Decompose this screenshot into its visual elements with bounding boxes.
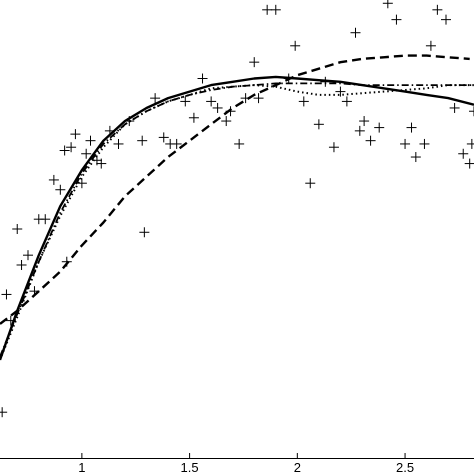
scatter-point xyxy=(48,174,59,185)
scatter-point xyxy=(359,116,370,127)
series-line-solid xyxy=(0,75,474,361)
scatter-point xyxy=(432,4,443,15)
x-axis-ticks: 1 1.5 2 2.5 xyxy=(78,453,414,474)
scatter-point xyxy=(113,138,124,149)
scatter-point xyxy=(221,116,232,127)
scatter-point xyxy=(66,142,77,153)
series-line-dashed xyxy=(0,54,470,325)
series-line-dash-dot xyxy=(0,82,474,357)
scatter-point xyxy=(400,138,411,149)
scatter-point xyxy=(16,259,27,270)
scatter-point xyxy=(341,96,352,107)
scatter-point xyxy=(180,96,191,107)
scatter-point xyxy=(104,125,115,136)
scatter-point xyxy=(410,152,421,163)
scatter-point xyxy=(55,184,66,195)
scatter-point xyxy=(313,119,324,130)
scatter-point xyxy=(298,96,309,107)
scatter-point xyxy=(40,214,51,225)
scatter-point xyxy=(382,0,393,9)
scatter-point xyxy=(137,135,148,146)
scatter-point xyxy=(12,224,23,234)
scatter-point xyxy=(262,4,273,15)
scatter-point xyxy=(29,286,40,297)
scatter-point xyxy=(335,86,346,97)
x-tick-label: 2 xyxy=(294,460,301,474)
scatter-point xyxy=(158,132,169,143)
scatter-point xyxy=(464,158,474,169)
scatter-point xyxy=(225,106,236,117)
scatter-point xyxy=(253,93,264,104)
scatter-point xyxy=(440,14,451,25)
scatter-point xyxy=(0,407,8,418)
scatter-point xyxy=(249,57,260,68)
scatter-point xyxy=(305,178,316,189)
scatter-point xyxy=(150,93,161,104)
scatter-point xyxy=(234,138,245,149)
scatter-point xyxy=(391,14,402,25)
scatter-point xyxy=(328,142,339,153)
scatter-point xyxy=(270,4,281,15)
scatter-point xyxy=(374,122,385,133)
series-lines xyxy=(0,54,474,361)
scatter-point xyxy=(469,106,474,117)
scatter-point xyxy=(188,112,199,123)
scatter-point xyxy=(124,116,135,127)
scatter-point xyxy=(85,135,96,146)
scatter-point xyxy=(425,40,436,51)
scatter-point xyxy=(406,122,417,133)
scatter-point xyxy=(320,76,331,87)
x-tick-label: 1 xyxy=(78,460,85,474)
scatter-point xyxy=(76,178,87,189)
scatter-point xyxy=(197,73,208,84)
scatter-point xyxy=(5,315,16,326)
scatter-point xyxy=(96,158,107,169)
scatter-point xyxy=(81,148,92,159)
x-tick-label: 2.5 xyxy=(396,460,414,474)
scatter-point xyxy=(419,138,430,149)
scatter-point xyxy=(240,93,251,104)
scatter-point xyxy=(23,250,34,261)
scatter-markers xyxy=(0,0,474,418)
scatter-point xyxy=(283,73,294,84)
scatter-point xyxy=(171,138,182,149)
scatter-point xyxy=(354,125,365,136)
scatter-point xyxy=(1,289,12,300)
scatter-point xyxy=(458,148,469,159)
scatter-point xyxy=(350,27,361,38)
scatter-point xyxy=(290,40,301,51)
scatter-point xyxy=(449,102,460,113)
scatter-point xyxy=(59,145,70,156)
scatter-point xyxy=(212,102,223,113)
scatter-point xyxy=(70,129,81,140)
scatter-point xyxy=(206,96,217,107)
x-tick-label: 1.5 xyxy=(181,460,199,474)
scatter-point xyxy=(365,135,376,146)
scatter-point xyxy=(139,227,150,238)
scatter-point xyxy=(61,256,72,267)
scatter-point xyxy=(466,138,474,149)
